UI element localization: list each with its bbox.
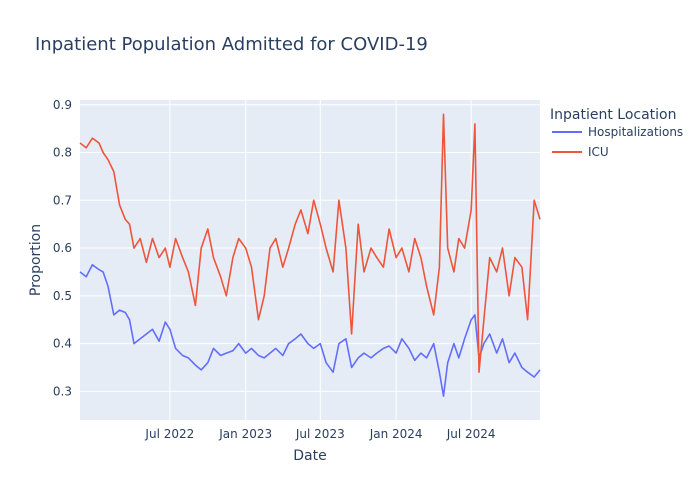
y-tick-label: 0.6 bbox=[53, 241, 72, 255]
y-tick-label: 0.8 bbox=[53, 146, 72, 160]
y-tick-label: 0.5 bbox=[53, 289, 72, 303]
series-line-hospitalizations bbox=[79, 264, 541, 397]
x-tick-label: Jul 2023 bbox=[295, 427, 345, 441]
y-tick-label: 0.3 bbox=[53, 384, 72, 398]
x-tick-label: Jul 2024 bbox=[446, 427, 496, 441]
legend-item-hospitalizations[interactable]: Hospitalizations bbox=[552, 125, 683, 139]
y-tick-label: 0.7 bbox=[53, 193, 72, 207]
legend-label: Hospitalizations bbox=[588, 125, 683, 139]
series-line-icu bbox=[79, 113, 541, 373]
x-tick-label: Jul 2022 bbox=[144, 427, 194, 441]
legend-items[interactable]: Hospitalizations ICU bbox=[552, 125, 683, 159]
y-axis-ticks: 0.3 0.4 0.5 0.6 0.7 0.8 0.9 bbox=[53, 98, 72, 399]
legend[interactable]: Inpatient Location Hospitalizations ICU bbox=[550, 107, 683, 159]
legend-title: Inpatient Location bbox=[550, 107, 677, 123]
y-tick-label: 0.4 bbox=[53, 337, 72, 351]
x-axis-ticks: Jul 2022 Jan 2023 Jul 2023 Jan 2024 Jul 2024 bbox=[144, 427, 495, 441]
x-axis-label: Date bbox=[293, 448, 326, 464]
series-lines bbox=[79, 113, 541, 397]
x-tick-label: Jan 2024 bbox=[369, 427, 423, 441]
chart-title: Inpatient Population Admitted for COVID-… bbox=[35, 34, 428, 55]
grid-lines bbox=[80, 100, 540, 420]
y-axis-label: Proportion bbox=[28, 224, 44, 296]
plot-area bbox=[80, 100, 540, 420]
x-tick-label: Jan 2023 bbox=[218, 427, 272, 441]
legend-item-icu[interactable]: ICU bbox=[552, 145, 609, 159]
legend-label: ICU bbox=[588, 145, 609, 159]
y-tick-label: 0.9 bbox=[53, 98, 72, 112]
